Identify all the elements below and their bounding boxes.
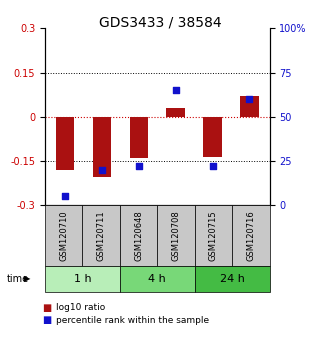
Point bbox=[100, 167, 105, 173]
Text: GSM120711: GSM120711 bbox=[97, 210, 106, 261]
Bar bbox=[56, 117, 74, 170]
Point bbox=[173, 87, 178, 93]
Text: 24 h: 24 h bbox=[220, 274, 245, 284]
Text: 1 h: 1 h bbox=[74, 274, 91, 284]
Text: GSM120708: GSM120708 bbox=[171, 210, 180, 261]
Point bbox=[247, 96, 252, 102]
Bar bbox=[93, 117, 111, 177]
Bar bbox=[167, 108, 185, 117]
Text: GDS3433 / 38584: GDS3433 / 38584 bbox=[99, 16, 222, 30]
Point bbox=[63, 194, 68, 199]
Text: GSM120648: GSM120648 bbox=[134, 210, 143, 261]
Point bbox=[136, 164, 142, 169]
Text: log10 ratio: log10 ratio bbox=[56, 303, 105, 313]
Text: percentile rank within the sample: percentile rank within the sample bbox=[56, 316, 209, 325]
Text: ■: ■ bbox=[42, 315, 51, 325]
Bar bbox=[203, 117, 222, 156]
Text: ■: ■ bbox=[42, 303, 51, 313]
Text: 4 h: 4 h bbox=[148, 274, 166, 284]
Text: time: time bbox=[6, 274, 29, 284]
Text: ▶: ▶ bbox=[24, 274, 30, 283]
Point bbox=[210, 164, 215, 169]
Text: GSM120715: GSM120715 bbox=[209, 210, 218, 261]
Text: GSM120716: GSM120716 bbox=[247, 210, 256, 261]
Bar bbox=[130, 117, 148, 158]
Bar bbox=[240, 96, 259, 117]
Text: GSM120710: GSM120710 bbox=[59, 210, 68, 261]
